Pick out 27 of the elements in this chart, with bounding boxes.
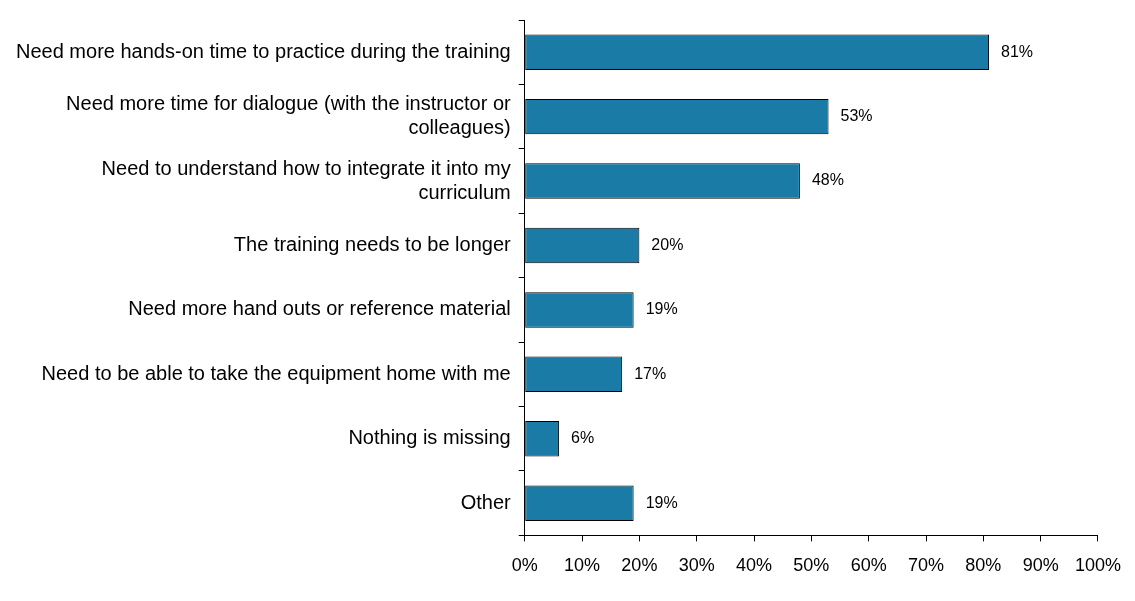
y-tick-label: The training needs to be longer: [233, 233, 512, 255]
x-tick-label: 80%: [965, 555, 1002, 576]
data-label: 17%: [634, 364, 667, 382]
y-tick-label: Nothing is missing: [348, 426, 511, 449]
x-tick-label: 40%: [736, 555, 773, 576]
x-tick-label: 0%: [511, 555, 538, 576]
x-tick-label: 100%: [1074, 555, 1121, 576]
data-label: 48%: [811, 171, 844, 189]
data-label: 81%: [1001, 42, 1034, 60]
data-label: 6%: [571, 429, 595, 447]
y-tick-label: Need to be able to take the equipment home with me: [41, 361, 511, 384]
y-tick-label: Other: [460, 490, 512, 513]
data-label: 19%: [645, 300, 678, 318]
x-tick-label: 70%: [907, 555, 945, 576]
y-tick-label: Need to understand how to integrate it into my curriculum: [101, 156, 511, 203]
x-tick-label: 20%: [621, 555, 658, 576]
x-tick-label: 90%: [1022, 555, 1059, 576]
y-tick-label: Need more time for dialogue (with the instructor or colleagues): [66, 92, 512, 139]
x-tick-label: 10%: [564, 555, 601, 576]
y-tick-label: Need more hand outs or reference material: [128, 297, 511, 320]
data-label: 53%: [840, 107, 873, 125]
data-label: 20%: [651, 235, 684, 253]
y-tick-label: Need more hands-on time to practice during the training: [16, 39, 511, 62]
x-tick-label: 60%: [850, 555, 887, 576]
x-tick-label: 30%: [678, 555, 715, 576]
x-tick-label: 50%: [793, 555, 830, 576]
data-label: 19%: [645, 493, 678, 511]
